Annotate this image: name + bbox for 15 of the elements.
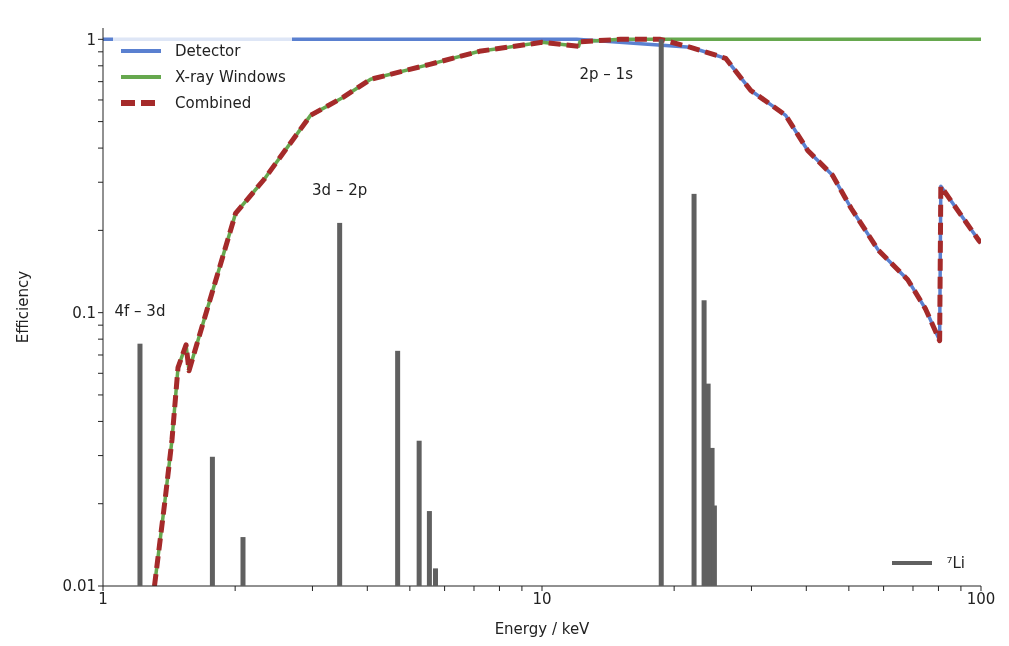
legend-label: Combined	[175, 94, 252, 112]
x-tick-label: 1	[98, 589, 108, 608]
annotation: 4f – 3d	[114, 301, 166, 320]
x-axis-title: Energy / keV	[494, 620, 591, 638]
legend-label: Detector	[175, 42, 241, 60]
y-tick-label: 0.01	[62, 577, 96, 596]
y-tick-label: 0.1	[72, 303, 96, 322]
annotation: 2p – 1s	[579, 65, 634, 84]
x-tick-label: 10	[532, 589, 552, 608]
y-tick-label: 1	[86, 30, 96, 49]
y-axis-title: Efficiency	[14, 270, 33, 344]
x-tick-label: 100	[966, 589, 996, 608]
legend-label: ⁷Li	[946, 554, 965, 572]
legend-label: X-ray Windows	[175, 68, 286, 86]
annotation: 3d – 2p	[312, 180, 368, 199]
